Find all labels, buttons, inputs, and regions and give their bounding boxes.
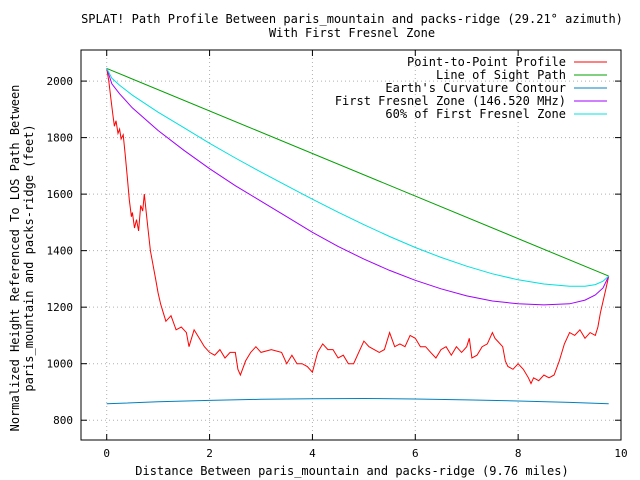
y-axis-label-line2: paris_mountain and packs-ridge (feet): [22, 124, 36, 391]
x-tick-label: 0: [103, 447, 110, 460]
y-tick-label: 2000: [47, 75, 74, 88]
series-line-60-of-first-fresnel-zone: [106, 68, 610, 287]
chart-subtitle: With First Fresnel Zone: [269, 26, 435, 40]
x-tick-label: 6: [412, 447, 419, 460]
x-tick-label: 4: [309, 447, 316, 460]
series-line-earth-s-curvature-contour: [106, 397, 609, 405]
x-tick-label: 10: [614, 447, 627, 460]
x-axis-label: Distance Between paris_mountain and pack…: [135, 464, 568, 478]
series-line-line-of-sight-path: [106, 67, 609, 277]
y-axis-label-line1: Normalized Height Referenced To LOS Path…: [8, 85, 22, 432]
axis-ticks: [81, 50, 622, 440]
x-tick-label: 2: [206, 447, 213, 460]
legend-label-earth-s-curvature-contour: Earth's Curvature Contour: [385, 81, 566, 95]
y-tick-label: 1800: [47, 132, 74, 145]
y-tick-label: 1600: [47, 188, 74, 201]
y-tick-label: 1000: [47, 358, 74, 371]
legend-label-60-of-first-fresnel-zone: 60% of First Fresnel Zone: [385, 107, 566, 121]
plot-lines: [106, 67, 610, 405]
y-tick-label: 1200: [47, 301, 74, 314]
series-line-first-fresnel-zone-146-520-mhz: [106, 68, 610, 306]
legend-label-first-fresnel-zone-146-520-mhz: First Fresnel Zone (146.520 MHz): [335, 94, 566, 108]
x-tick-label: 8: [515, 447, 522, 460]
y-tick-label: 1400: [47, 245, 74, 258]
plot-frame: [80, 49, 622, 441]
tick-labels: 0 2 4 6 8 10 800 1000 1200 1400 1600 1800 2000: [47, 75, 628, 460]
series-line-point-to-point-profile: [106, 68, 610, 385]
legend-label-point-to-point-profile: Point-to-Point Profile: [407, 55, 566, 69]
legend-label-line-of-sight-path: Line of Sight Path: [436, 68, 566, 82]
y-tick-label: 800: [53, 414, 73, 427]
chart-title: SPLAT! Path Profile Between paris_mounta…: [81, 12, 623, 26]
